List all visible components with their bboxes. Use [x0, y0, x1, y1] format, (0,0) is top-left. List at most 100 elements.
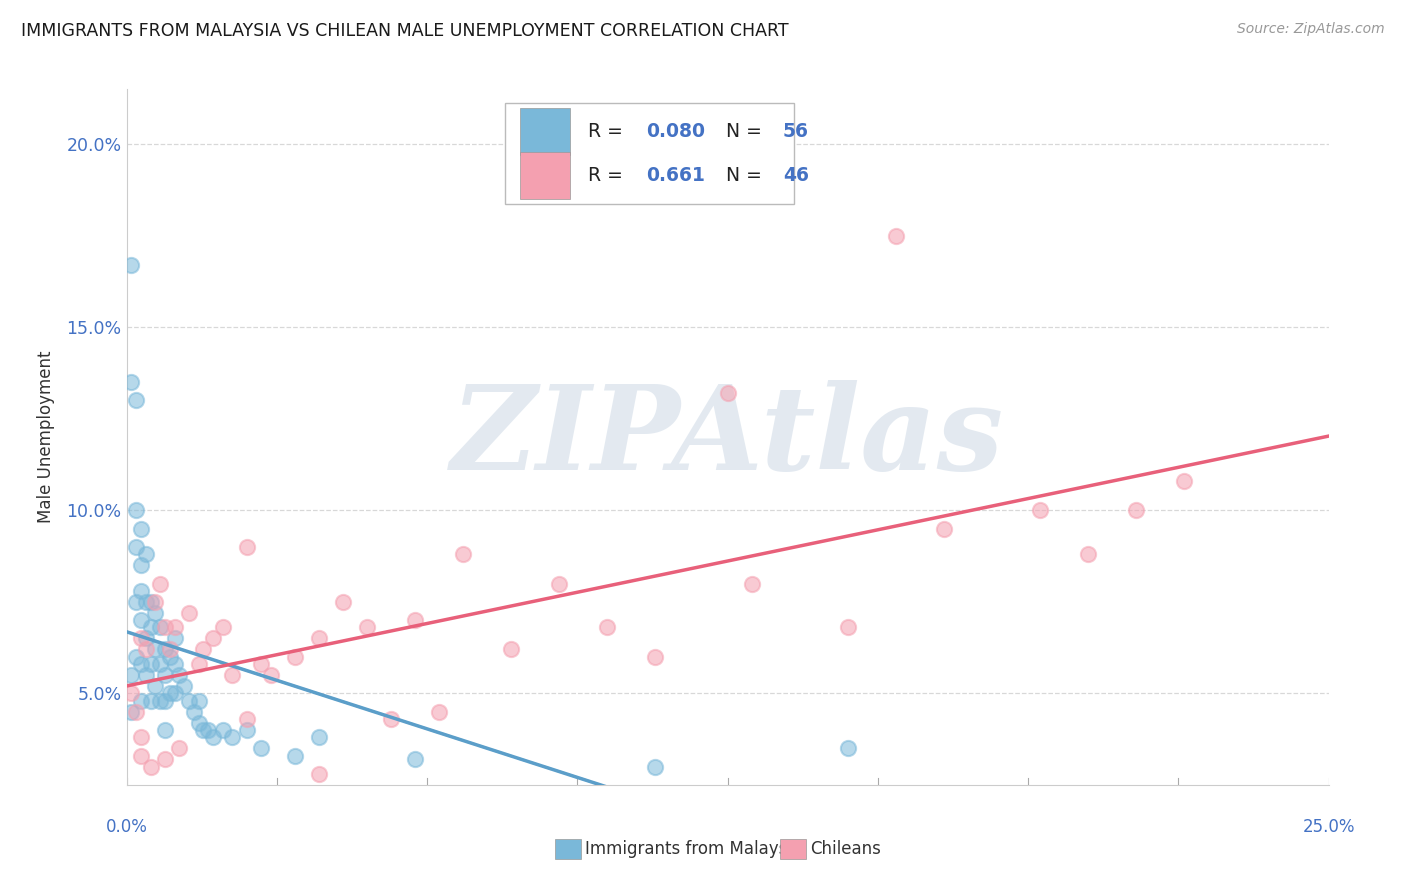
- Point: [716, 386, 740, 401]
- Point: [129, 748, 152, 763]
- Point: [139, 694, 162, 708]
- Point: [187, 694, 209, 708]
- Point: [120, 258, 142, 272]
- Point: [308, 731, 330, 745]
- Point: [135, 642, 157, 657]
- Point: [135, 668, 157, 682]
- Point: [884, 228, 907, 243]
- Point: [221, 668, 243, 682]
- Y-axis label: Male Unemployment: Male Unemployment: [38, 351, 55, 524]
- Point: [139, 620, 162, 634]
- Point: [1029, 503, 1052, 517]
- Point: [153, 620, 176, 634]
- Point: [193, 642, 215, 657]
- Point: [177, 606, 200, 620]
- Text: ZIPAtlas: ZIPAtlas: [451, 380, 1004, 494]
- Point: [250, 657, 273, 672]
- Point: [129, 558, 152, 573]
- Point: [149, 620, 172, 634]
- Point: [125, 595, 148, 609]
- Point: [135, 632, 157, 646]
- Point: [145, 595, 167, 609]
- Point: [183, 705, 205, 719]
- Point: [169, 741, 191, 756]
- Point: [501, 642, 523, 657]
- Point: [260, 668, 283, 682]
- Point: [125, 393, 148, 408]
- Point: [159, 649, 181, 664]
- Point: [332, 595, 354, 609]
- Point: [163, 686, 186, 700]
- Point: [120, 668, 142, 682]
- Text: R =: R =: [588, 166, 628, 186]
- Point: [284, 649, 307, 664]
- Point: [451, 547, 474, 561]
- Point: [145, 642, 167, 657]
- Point: [250, 741, 273, 756]
- Point: [149, 694, 172, 708]
- Point: [932, 522, 955, 536]
- Point: [173, 679, 195, 693]
- Point: [837, 741, 859, 756]
- Point: [235, 723, 259, 737]
- Point: [120, 705, 142, 719]
- Text: Source: ZipAtlas.com: Source: ZipAtlas.com: [1237, 22, 1385, 37]
- Point: [163, 620, 186, 634]
- Point: [120, 686, 142, 700]
- Point: [380, 712, 402, 726]
- Text: IMMIGRANTS FROM MALAYSIA VS CHILEAN MALE UNEMPLOYMENT CORRELATION CHART: IMMIGRANTS FROM MALAYSIA VS CHILEAN MALE…: [21, 22, 789, 40]
- Point: [159, 642, 181, 657]
- Point: [125, 705, 148, 719]
- Point: [235, 540, 259, 554]
- Point: [284, 748, 307, 763]
- Bar: [520, 108, 569, 155]
- Text: 0.0%: 0.0%: [105, 818, 148, 836]
- Point: [644, 759, 666, 773]
- Point: [135, 547, 157, 561]
- Text: N =: N =: [727, 122, 768, 141]
- Point: [193, 723, 215, 737]
- Point: [741, 576, 763, 591]
- Point: [129, 583, 152, 598]
- Point: [427, 705, 450, 719]
- Point: [153, 723, 176, 737]
- Point: [129, 694, 152, 708]
- Point: [169, 668, 191, 682]
- Text: 56: 56: [783, 122, 808, 141]
- Text: Chileans: Chileans: [810, 840, 880, 858]
- Text: R =: R =: [588, 122, 628, 141]
- Point: [129, 731, 152, 745]
- Point: [644, 649, 666, 664]
- Point: [1077, 547, 1099, 561]
- Point: [159, 686, 181, 700]
- Text: Immigrants from Malaysia: Immigrants from Malaysia: [585, 840, 801, 858]
- Point: [177, 694, 200, 708]
- Point: [202, 632, 225, 646]
- Point: [211, 620, 233, 634]
- Point: [235, 712, 259, 726]
- Text: 46: 46: [783, 166, 808, 186]
- Point: [129, 657, 152, 672]
- Text: 0.080: 0.080: [645, 122, 704, 141]
- Point: [153, 752, 176, 766]
- Point: [153, 668, 176, 682]
- Text: N =: N =: [727, 166, 768, 186]
- Point: [197, 723, 219, 737]
- Point: [145, 679, 167, 693]
- Point: [308, 767, 330, 781]
- Text: 25.0%: 25.0%: [1302, 818, 1355, 836]
- Point: [308, 632, 330, 646]
- Point: [120, 375, 142, 389]
- Point: [187, 657, 209, 672]
- Point: [1173, 474, 1195, 488]
- Point: [596, 620, 619, 634]
- Point: [125, 540, 148, 554]
- Point: [139, 595, 162, 609]
- Point: [145, 606, 167, 620]
- Text: 0.661: 0.661: [645, 166, 704, 186]
- Point: [404, 752, 426, 766]
- Point: [129, 632, 152, 646]
- Point: [221, 731, 243, 745]
- Point: [125, 503, 148, 517]
- Point: [153, 694, 176, 708]
